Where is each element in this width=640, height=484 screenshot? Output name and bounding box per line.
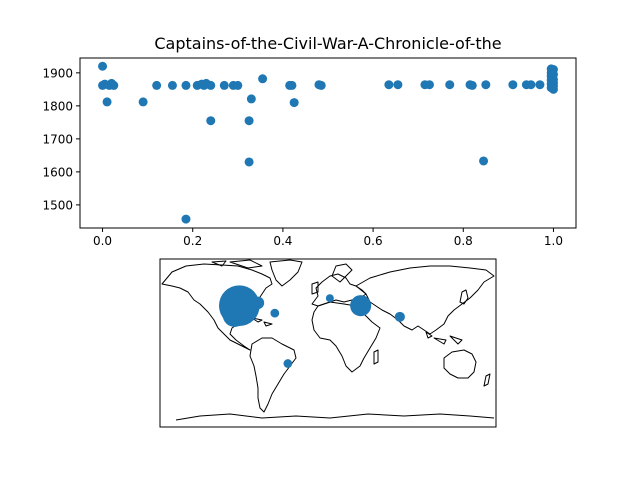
scatter-point xyxy=(424,80,434,90)
scatter-point xyxy=(109,80,119,90)
scatter-point xyxy=(481,80,491,90)
coastline-japan xyxy=(459,289,469,305)
scatter-point xyxy=(287,80,297,90)
scatter-point xyxy=(548,84,558,94)
scatter-point xyxy=(244,116,254,126)
map-bubble xyxy=(270,308,280,318)
scatter-point xyxy=(479,156,489,166)
x-tick-label: 0.6 xyxy=(364,234,383,248)
scatter-point xyxy=(289,98,299,108)
scatter-points xyxy=(98,61,558,224)
plot-area xyxy=(80,58,576,228)
scatter-point xyxy=(244,157,254,167)
map-bubble xyxy=(222,303,247,327)
x-tick-label: 0.2 xyxy=(183,234,202,248)
scatter-point xyxy=(167,80,177,90)
map-bubble xyxy=(350,295,372,317)
scatter-point xyxy=(246,94,256,104)
scatter-point xyxy=(181,214,191,224)
map-frame xyxy=(159,258,497,428)
map-chart xyxy=(159,258,497,428)
coastline-new-zealand xyxy=(483,373,491,387)
y-tick-label: 1900 xyxy=(42,66,73,80)
x-axis-ticks: 0.0 0.2 0.4 0.6 0.8 1.0 xyxy=(93,228,563,248)
scatter-point xyxy=(508,80,518,90)
x-tick-label: 0.0 xyxy=(93,234,112,248)
y-tick-label: 1600 xyxy=(42,165,73,179)
scatter-point xyxy=(393,80,403,90)
map-bubble xyxy=(394,311,405,322)
scatter-point xyxy=(445,80,455,90)
coastline-madagascar xyxy=(373,349,379,365)
map-points xyxy=(218,285,405,368)
scatter-point xyxy=(152,80,162,90)
scatter-point xyxy=(138,97,148,107)
coastline-asia xyxy=(355,265,495,335)
scatter-point xyxy=(98,61,108,71)
coastline-se-asia-islands xyxy=(425,331,463,345)
y-tick-label: 1800 xyxy=(42,99,73,113)
map-bubble xyxy=(325,294,334,303)
coastline-antarctica xyxy=(175,413,495,421)
coastline-arctic-islands xyxy=(211,259,263,269)
x-tick-label: 0.8 xyxy=(454,234,473,248)
chart-title: Captains-of-the-Civil-War-A-Chronicle-of… xyxy=(154,34,501,53)
x-tick-label: 0.4 xyxy=(273,234,292,248)
scatter-point xyxy=(219,80,229,90)
coastline-scandinavia xyxy=(331,263,353,283)
scatter-point xyxy=(535,80,545,90)
scatter-point xyxy=(206,80,216,90)
y-tick-label: 1500 xyxy=(42,198,73,212)
map-bubble xyxy=(283,359,293,368)
scatter-point xyxy=(384,80,394,90)
coastline-south-america xyxy=(249,337,297,413)
coastline-greenland xyxy=(269,259,303,287)
coastline-caribbean xyxy=(251,317,273,327)
scatter-point xyxy=(258,74,268,84)
y-axis-ticks: 1500 1600 1700 1800 1900 xyxy=(42,66,80,212)
scatter-point xyxy=(467,80,477,90)
scatter-point xyxy=(233,80,243,90)
scatter-chart: Captains-of-the-Civil-War-A-Chronicle-of… xyxy=(42,34,577,248)
scatter-point xyxy=(206,116,216,126)
y-tick-label: 1700 xyxy=(42,132,73,146)
coastline-britain xyxy=(311,281,319,295)
scatter-point xyxy=(102,97,112,107)
map-area xyxy=(160,259,496,427)
scatter-point xyxy=(316,80,326,90)
coastline-australia xyxy=(443,349,477,379)
scatter-point xyxy=(181,80,191,90)
plot-frame xyxy=(79,57,577,229)
x-tick-label: 1.0 xyxy=(544,234,563,248)
scatter-point xyxy=(526,80,536,90)
map-bubble xyxy=(251,296,265,310)
